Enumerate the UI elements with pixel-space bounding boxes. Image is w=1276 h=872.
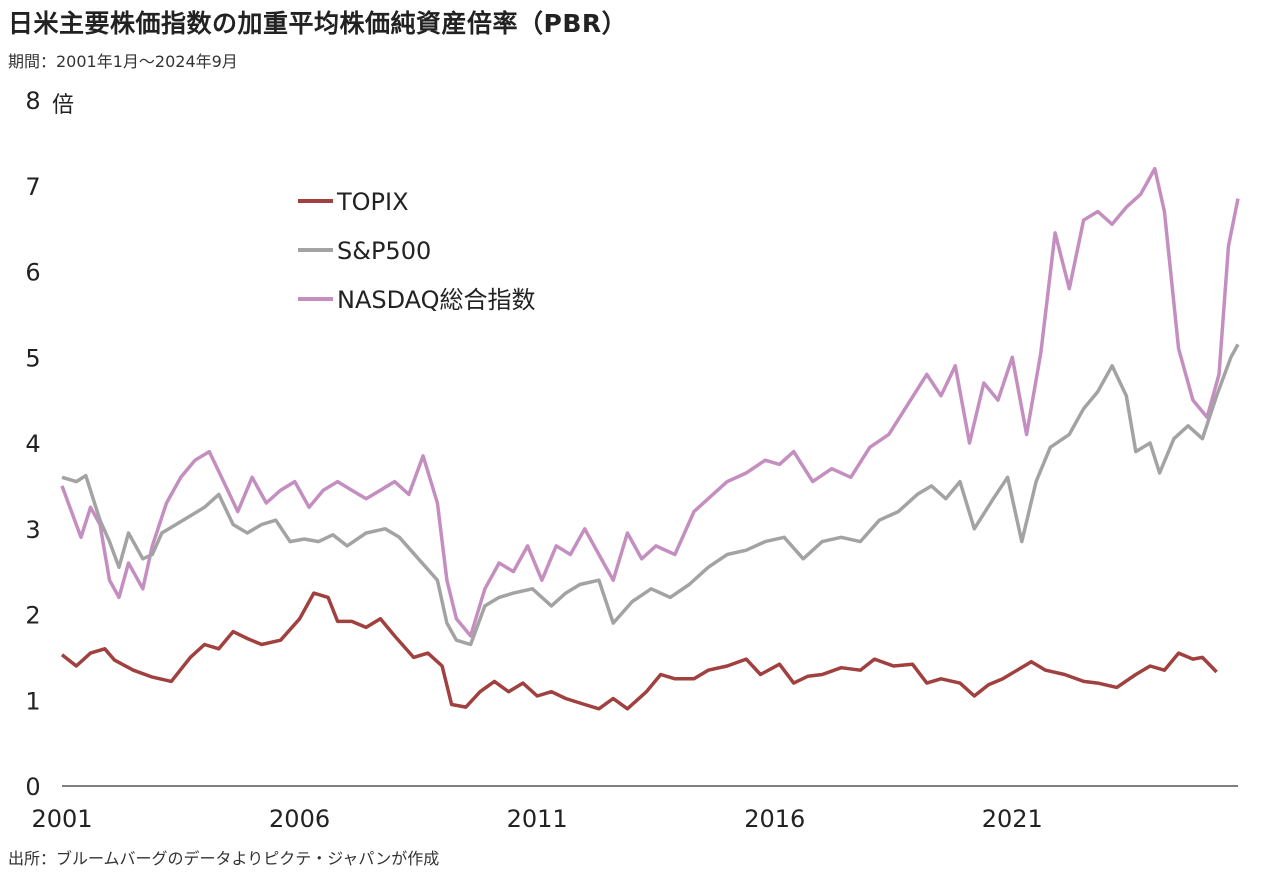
source-note: 出所：ブルームバーグのデータよりピクテ・ジャパンが作成: [8, 849, 440, 868]
x-tick-label: 2011: [507, 805, 568, 833]
y-tick-label: 0: [25, 773, 40, 801]
x-tick-label: 2001: [31, 805, 92, 833]
y-tick-label: 3: [25, 516, 40, 544]
y-tick-label: 8: [25, 87, 40, 115]
series-lines: [60, 166, 1240, 711]
y-tick-label: 7: [25, 173, 40, 201]
legend-label: S&P500: [337, 237, 431, 265]
chart-period: 期間：2001年1月～2024年9月: [8, 52, 238, 71]
x-axis-ticks: 2001 2006 2011 2016 2021: [31, 805, 1042, 833]
chart-title: 日米主要株価指数の加重平均株価純資産倍率（PBR）: [8, 9, 628, 38]
y-tick-label: 2: [25, 602, 40, 630]
y-tick-label: 5: [25, 344, 40, 372]
legend-label: TOPIX: [336, 188, 409, 216]
y-tick-label: 6: [25, 259, 40, 287]
series-line-sp500: [61, 343, 1240, 647]
y-axis-unit-label: 倍: [52, 93, 74, 118]
y-axis-ticks: 0 1 2 3 4 5 6 7 8: [25, 87, 40, 801]
x-tick-label: 2021: [982, 805, 1043, 833]
legend-label: NASDAQ総合指数: [337, 286, 536, 314]
y-tick-label: 4: [25, 430, 40, 458]
series-line-nasdaq: [60, 166, 1240, 638]
series-line-topix: [60, 591, 1218, 711]
legend: TOPIX S&P500 NASDAQ総合指数: [298, 188, 536, 314]
y-tick-label: 1: [25, 687, 40, 715]
x-tick-label: 2006: [269, 805, 330, 833]
x-tick-label: 2016: [744, 805, 805, 833]
